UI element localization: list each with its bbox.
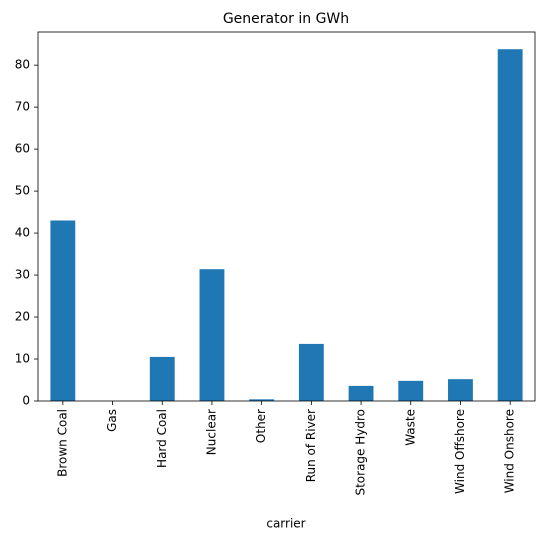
plot-frame: [37, 31, 536, 402]
y-tick-label: 60: [15, 142, 30, 156]
x-tick-label: Brown Coal: [55, 409, 69, 477]
y-tick-label: 0: [22, 394, 30, 408]
bar: [398, 380, 424, 401]
x-tick-label: Wind Offshore: [453, 409, 467, 494]
bar: [497, 49, 523, 401]
y-tick-label: 10: [15, 352, 30, 366]
y-tick-label: 70: [15, 100, 30, 114]
y-tick-label: 50: [15, 184, 30, 198]
x-tick-label: Gas: [105, 409, 119, 432]
bar: [149, 356, 175, 401]
y-tick-label: 30: [15, 268, 30, 282]
bar: [298, 343, 324, 401]
x-axis-label: carrier: [266, 517, 305, 531]
bar: [249, 399, 275, 401]
y-tick-label: 80: [15, 58, 30, 72]
x-tick-label: Hard Coal: [155, 409, 169, 468]
x-tick-label: Waste: [403, 409, 417, 446]
y-tick-label: 40: [15, 226, 30, 240]
bar: [448, 379, 473, 401]
x-tick-label: Other: [254, 409, 268, 443]
y-tick-label: 20: [15, 310, 30, 324]
bar: [199, 269, 225, 401]
x-tick-label: Wind Onshore: [503, 409, 517, 493]
x-tick-label: Run of River: [304, 409, 318, 482]
bar: [50, 220, 76, 401]
x-tick-label: Nuclear: [204, 409, 218, 455]
bar: [348, 385, 374, 401]
x-tick-label: Storage Hydro: [354, 409, 368, 496]
chart-title: Generator in GWh: [223, 11, 349, 27]
